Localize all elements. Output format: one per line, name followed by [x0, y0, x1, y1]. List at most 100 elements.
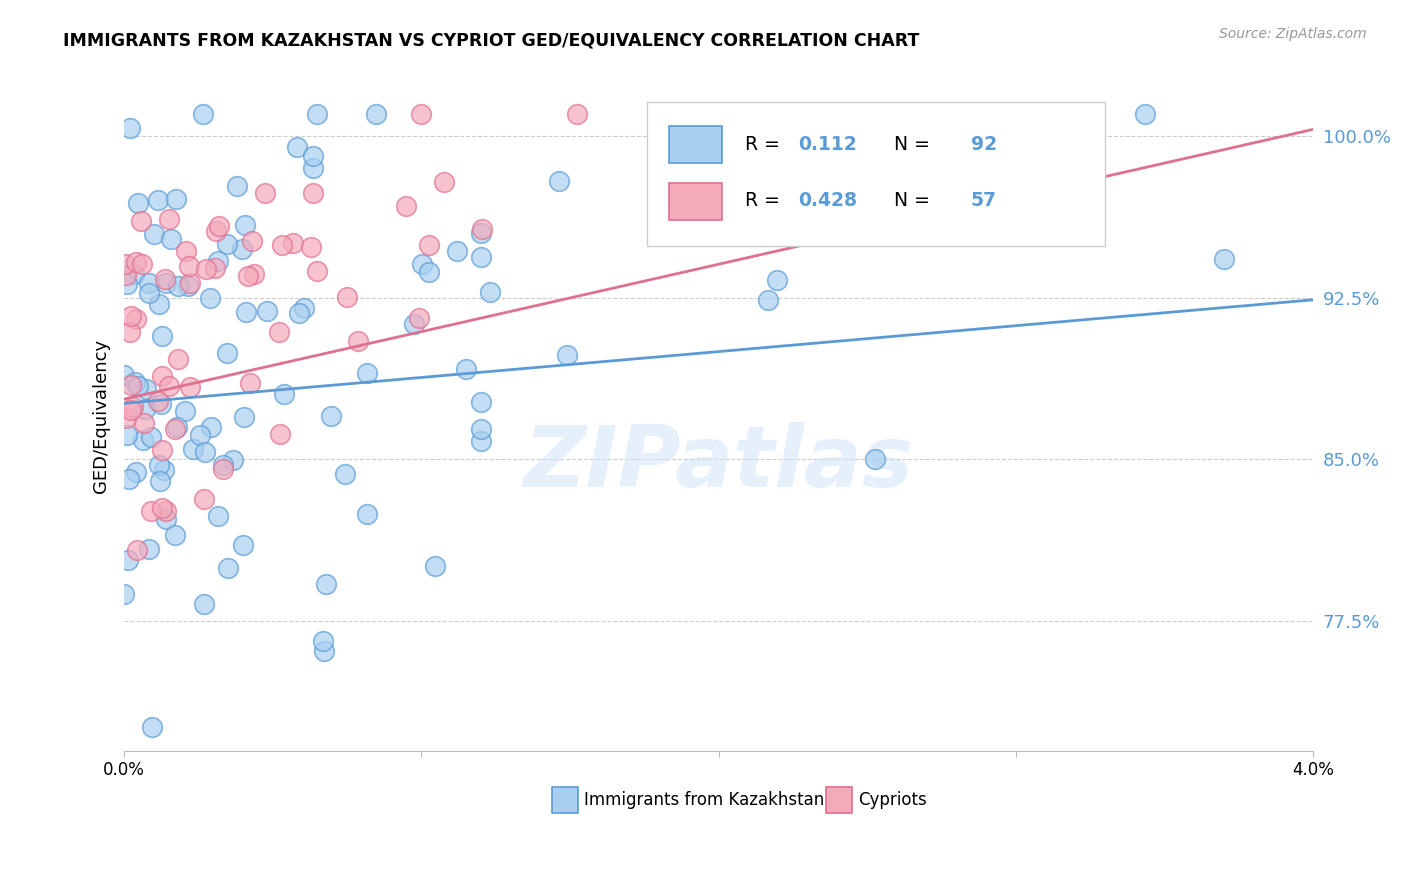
- Point: [150, 442, 173, 457]
- Point: [321, 409, 343, 424]
- Point: [269, 426, 291, 441]
- Text: Immigrants from Kazakhstan: Immigrants from Kazakhstan: [585, 791, 825, 809]
- Point: [122, 400, 145, 414]
- Point: [243, 268, 266, 282]
- Point: [235, 304, 257, 318]
- Point: [155, 277, 177, 291]
- Point: [131, 257, 153, 271]
- Point: [148, 393, 170, 408]
- Point: [402, 317, 425, 331]
- Point: [179, 380, 201, 394]
- Point: [141, 503, 163, 517]
- Point: [194, 261, 217, 276]
- Point: [120, 309, 142, 323]
- Point: [120, 403, 142, 417]
- Point: [766, 273, 789, 287]
- Point: [233, 218, 256, 232]
- FancyBboxPatch shape: [825, 788, 852, 813]
- Point: [183, 442, 205, 456]
- Point: [120, 120, 142, 135]
- Point: [148, 297, 170, 311]
- Point: [122, 267, 145, 281]
- Point: [179, 276, 201, 290]
- Point: [292, 301, 315, 315]
- Text: Cypriots: Cypriots: [858, 791, 927, 809]
- Point: [240, 234, 263, 248]
- Point: [215, 346, 238, 360]
- Text: 92: 92: [970, 135, 997, 153]
- Point: [236, 268, 259, 283]
- Point: [471, 222, 494, 236]
- Point: [547, 173, 569, 187]
- Point: [115, 410, 138, 425]
- Point: [148, 458, 170, 472]
- Point: [173, 403, 195, 417]
- Point: [163, 528, 186, 542]
- Point: [418, 238, 440, 252]
- Point: [305, 263, 328, 277]
- Point: [302, 161, 325, 176]
- Point: [167, 351, 190, 366]
- Point: [150, 369, 173, 384]
- Point: [555, 348, 578, 362]
- Point: [138, 276, 160, 290]
- Point: [1212, 252, 1234, 266]
- Point: [127, 379, 149, 393]
- Point: [157, 379, 180, 393]
- Point: [138, 541, 160, 556]
- Point: [865, 452, 887, 467]
- Point: [166, 419, 188, 434]
- Point: [411, 257, 433, 271]
- Point: [177, 278, 200, 293]
- Point: [454, 361, 477, 376]
- Point: [267, 325, 290, 339]
- Point: [194, 445, 217, 459]
- Point: [200, 291, 222, 305]
- Point: [134, 401, 156, 416]
- Point: [470, 434, 492, 448]
- Y-axis label: GED/Equivalency: GED/Equivalency: [93, 339, 110, 493]
- Point: [177, 260, 200, 274]
- Point: [149, 397, 172, 411]
- Point: [283, 236, 305, 251]
- Point: [141, 430, 163, 444]
- Point: [165, 192, 187, 206]
- Point: [433, 175, 456, 189]
- Point: [125, 542, 148, 557]
- Point: [150, 500, 173, 515]
- Point: [157, 212, 180, 227]
- Point: [446, 244, 468, 259]
- FancyBboxPatch shape: [669, 183, 723, 219]
- Point: [114, 257, 136, 271]
- FancyBboxPatch shape: [553, 788, 578, 813]
- Point: [129, 213, 152, 227]
- Point: [124, 375, 146, 389]
- Point: [149, 474, 172, 488]
- Point: [217, 561, 239, 575]
- Point: [207, 509, 229, 524]
- Point: [112, 587, 135, 601]
- Point: [138, 285, 160, 300]
- Point: [1135, 107, 1157, 121]
- Point: [285, 140, 308, 154]
- Point: [231, 242, 253, 256]
- Point: [672, 179, 695, 194]
- Point: [118, 326, 141, 340]
- Point: [333, 467, 356, 481]
- Point: [232, 539, 254, 553]
- Point: [153, 463, 176, 477]
- Text: R =: R =: [745, 135, 786, 153]
- Point: [160, 231, 183, 245]
- Point: [470, 226, 492, 240]
- Point: [335, 290, 357, 304]
- Point: [143, 227, 166, 241]
- Point: [132, 434, 155, 448]
- Point: [114, 368, 136, 382]
- Text: IMMIGRANTS FROM KAZAKHSTAN VS CYPRIOT GED/EQUIVALENCY CORRELATION CHART: IMMIGRANTS FROM KAZAKHSTAN VS CYPRIOT GE…: [63, 31, 920, 49]
- Text: R =: R =: [745, 192, 786, 211]
- Point: [222, 452, 245, 467]
- Point: [146, 194, 169, 208]
- FancyBboxPatch shape: [647, 102, 1105, 246]
- Point: [347, 334, 370, 348]
- Point: [254, 186, 277, 200]
